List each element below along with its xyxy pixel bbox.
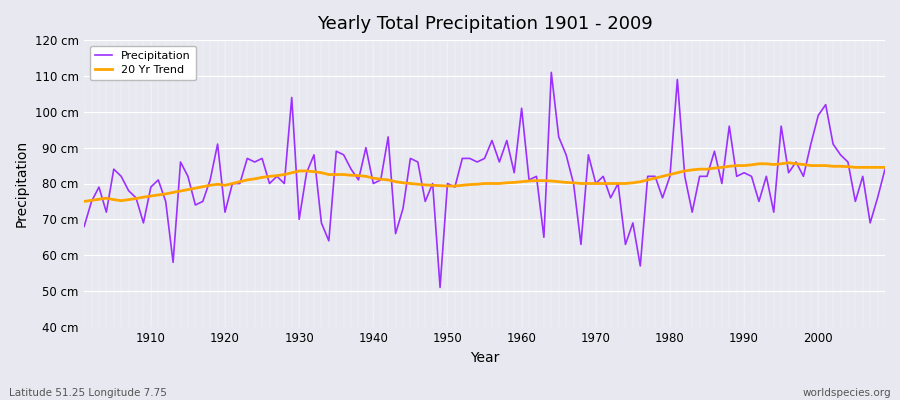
Title: Yearly Total Precipitation 1901 - 2009: Yearly Total Precipitation 1901 - 2009 [317,15,652,33]
Line: Precipitation: Precipitation [84,72,885,288]
Precipitation [435,285,446,290]
20 Yr Trend [605,181,616,186]
Precipitation [517,106,527,111]
Y-axis label: Precipitation: Precipitation [15,140,29,227]
20 Yr Trend [138,195,148,200]
20 Yr Trend [78,199,89,204]
20 Yr Trend [783,160,794,165]
20 Yr Trend [879,165,890,170]
20 Yr Trend [508,180,519,185]
Legend: Precipitation, 20 Yr Trend: Precipitation, 20 Yr Trend [90,46,196,80]
20 Yr Trend [346,173,356,178]
Precipitation [78,224,89,229]
Precipitation [302,170,312,175]
Precipitation [524,178,535,182]
Precipitation [879,167,890,172]
Precipitation [138,220,148,225]
Text: Latitude 51.25 Longitude 7.75: Latitude 51.25 Longitude 7.75 [9,388,166,398]
20 Yr Trend [517,179,527,184]
20 Yr Trend [302,168,312,173]
Text: worldspecies.org: worldspecies.org [803,388,891,398]
Precipitation [620,242,631,247]
Line: 20 Yr Trend: 20 Yr Trend [84,163,885,202]
Precipitation [346,167,356,172]
Precipitation [546,70,557,75]
X-axis label: Year: Year [470,351,500,365]
